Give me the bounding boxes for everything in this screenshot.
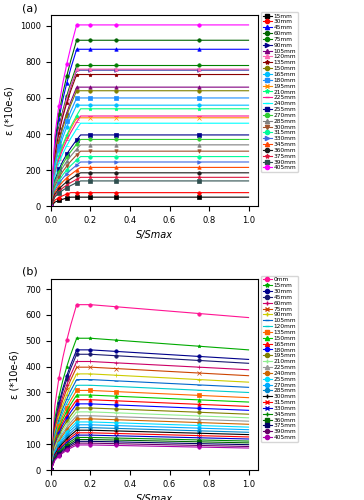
X-axis label: S/Smax: S/Smax <box>136 494 173 500</box>
X-axis label: S/Smax: S/Smax <box>136 230 173 240</box>
Legend: 0mm, 15mm, 30mm, 45mm, 60mm, 75mm, 90mm, 105mm, 120mm, 135mm, 150mm, 165mm, 180m: 0mm, 15mm, 30mm, 45mm, 60mm, 75mm, 90mm,… <box>261 276 298 442</box>
Text: (b): (b) <box>22 267 37 277</box>
Y-axis label: ε (*10e-6): ε (*10e-6) <box>5 86 15 135</box>
Y-axis label: ε (*10e-6): ε (*10e-6) <box>10 350 20 399</box>
Text: (a): (a) <box>22 3 37 13</box>
Legend: 15mm, 30mm, 45mm, 60mm, 75mm, 90mm, 105mm, 120mm, 135mm, 150mm, 165mm, 180mm, 19: 15mm, 30mm, 45mm, 60mm, 75mm, 90mm, 105m… <box>261 12 298 172</box>
